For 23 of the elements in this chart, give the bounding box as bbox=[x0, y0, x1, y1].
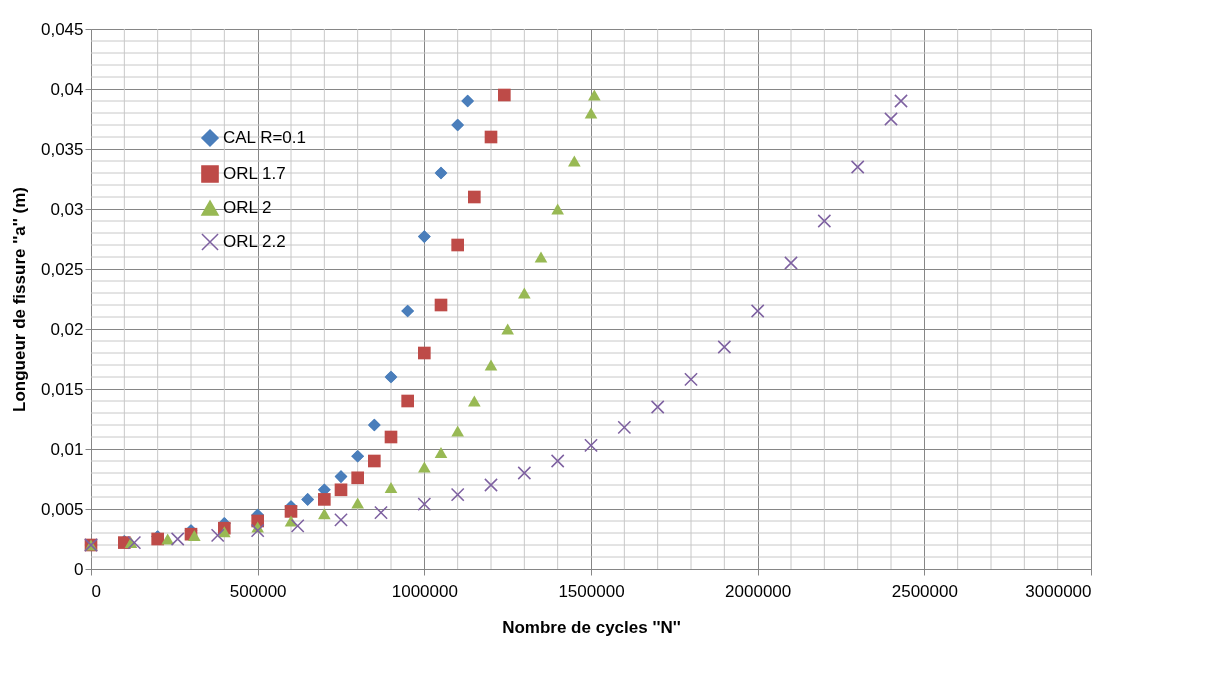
x-tick-label: 500000 bbox=[229, 581, 287, 601]
x-tick-label: 2500000 bbox=[891, 581, 958, 601]
y-tick-label: 0,015 bbox=[40, 379, 84, 399]
y-axis-title: Longueur de fissure ''a'' (m) bbox=[9, 187, 29, 412]
legend-label: ORL 1.7 bbox=[223, 164, 286, 183]
legend-label: ORL 2.2 bbox=[223, 232, 286, 251]
y-tick-label: 0,045 bbox=[40, 19, 84, 39]
y-tick-label: 0,02 bbox=[50, 319, 84, 339]
y-tick-label: 0,01 bbox=[50, 439, 84, 459]
x-tick-label: 0 bbox=[91, 581, 101, 601]
x-tick-label: 1500000 bbox=[558, 581, 625, 601]
y-tick-label: 0,025 bbox=[40, 259, 84, 279]
y-tick-label: 0 bbox=[74, 559, 84, 579]
y-tick-label: 0,005 bbox=[40, 499, 84, 519]
x-tick-label: 1000000 bbox=[391, 581, 458, 601]
y-tick-label: 0,035 bbox=[40, 139, 84, 159]
y-tick-label: 0,04 bbox=[50, 79, 84, 99]
y-tick-label: 0,03 bbox=[50, 199, 84, 219]
x-tick-label: 3000000 bbox=[1025, 581, 1092, 601]
legend-label: CAL R=0.1 bbox=[223, 128, 306, 147]
legend-label: ORL 2 bbox=[223, 198, 272, 217]
x-axis-title: Nombre de cycles ''N'' bbox=[502, 617, 681, 637]
x-tick-label: 2000000 bbox=[725, 581, 792, 601]
